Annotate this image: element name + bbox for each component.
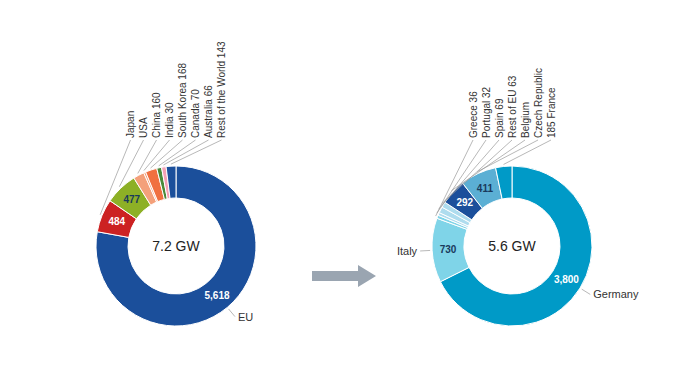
- svg-text:Rest of the World 143: Rest of the World 143: [216, 41, 227, 138]
- svg-text:Japan: Japan: [125, 111, 136, 138]
- svg-text:India 30: India 30: [164, 102, 175, 138]
- svg-text:China 160: China 160: [151, 92, 162, 138]
- svg-text:Greece 36: Greece 36: [468, 91, 479, 138]
- svg-text:3,800: 3,800: [554, 274, 579, 285]
- svg-text:Belgium: Belgium: [520, 102, 531, 138]
- svg-text:730: 730: [440, 244, 457, 255]
- svg-text:Australia 66: Australia 66: [203, 85, 214, 138]
- svg-text:Canada 70: Canada 70: [190, 89, 201, 138]
- svg-text:Italy: Italy: [397, 245, 418, 257]
- svg-text:7.2 GW: 7.2 GW: [152, 238, 200, 254]
- svg-text:185 France: 185 France: [546, 87, 557, 138]
- svg-text:477: 477: [123, 194, 140, 205]
- svg-text:484: 484: [108, 216, 125, 227]
- svg-text:Portugal 32: Portugal 32: [481, 86, 492, 138]
- svg-text:292: 292: [456, 197, 473, 208]
- svg-text:Germany: Germany: [593, 288, 639, 300]
- svg-text:EU: EU: [238, 311, 253, 323]
- svg-text:5,618: 5,618: [205, 290, 230, 301]
- svg-text:USA: USA: [138, 117, 149, 138]
- svg-text:5.6 GW: 5.6 GW: [488, 238, 536, 254]
- svg-text:Spain 69: Spain 69: [494, 98, 505, 138]
- svg-text:South Korea 168: South Korea 168: [177, 63, 188, 138]
- svg-text:Rest of EU 63: Rest of EU 63: [507, 75, 518, 138]
- svg-text:Czech Republic: Czech Republic: [533, 68, 544, 138]
- svg-text:411: 411: [477, 183, 494, 194]
